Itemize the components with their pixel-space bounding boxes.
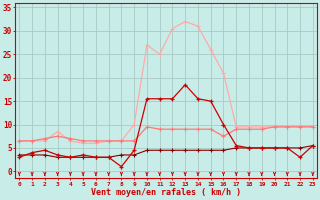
X-axis label: Vent moyen/en rafales ( km/h ): Vent moyen/en rafales ( km/h ) [91,188,241,197]
